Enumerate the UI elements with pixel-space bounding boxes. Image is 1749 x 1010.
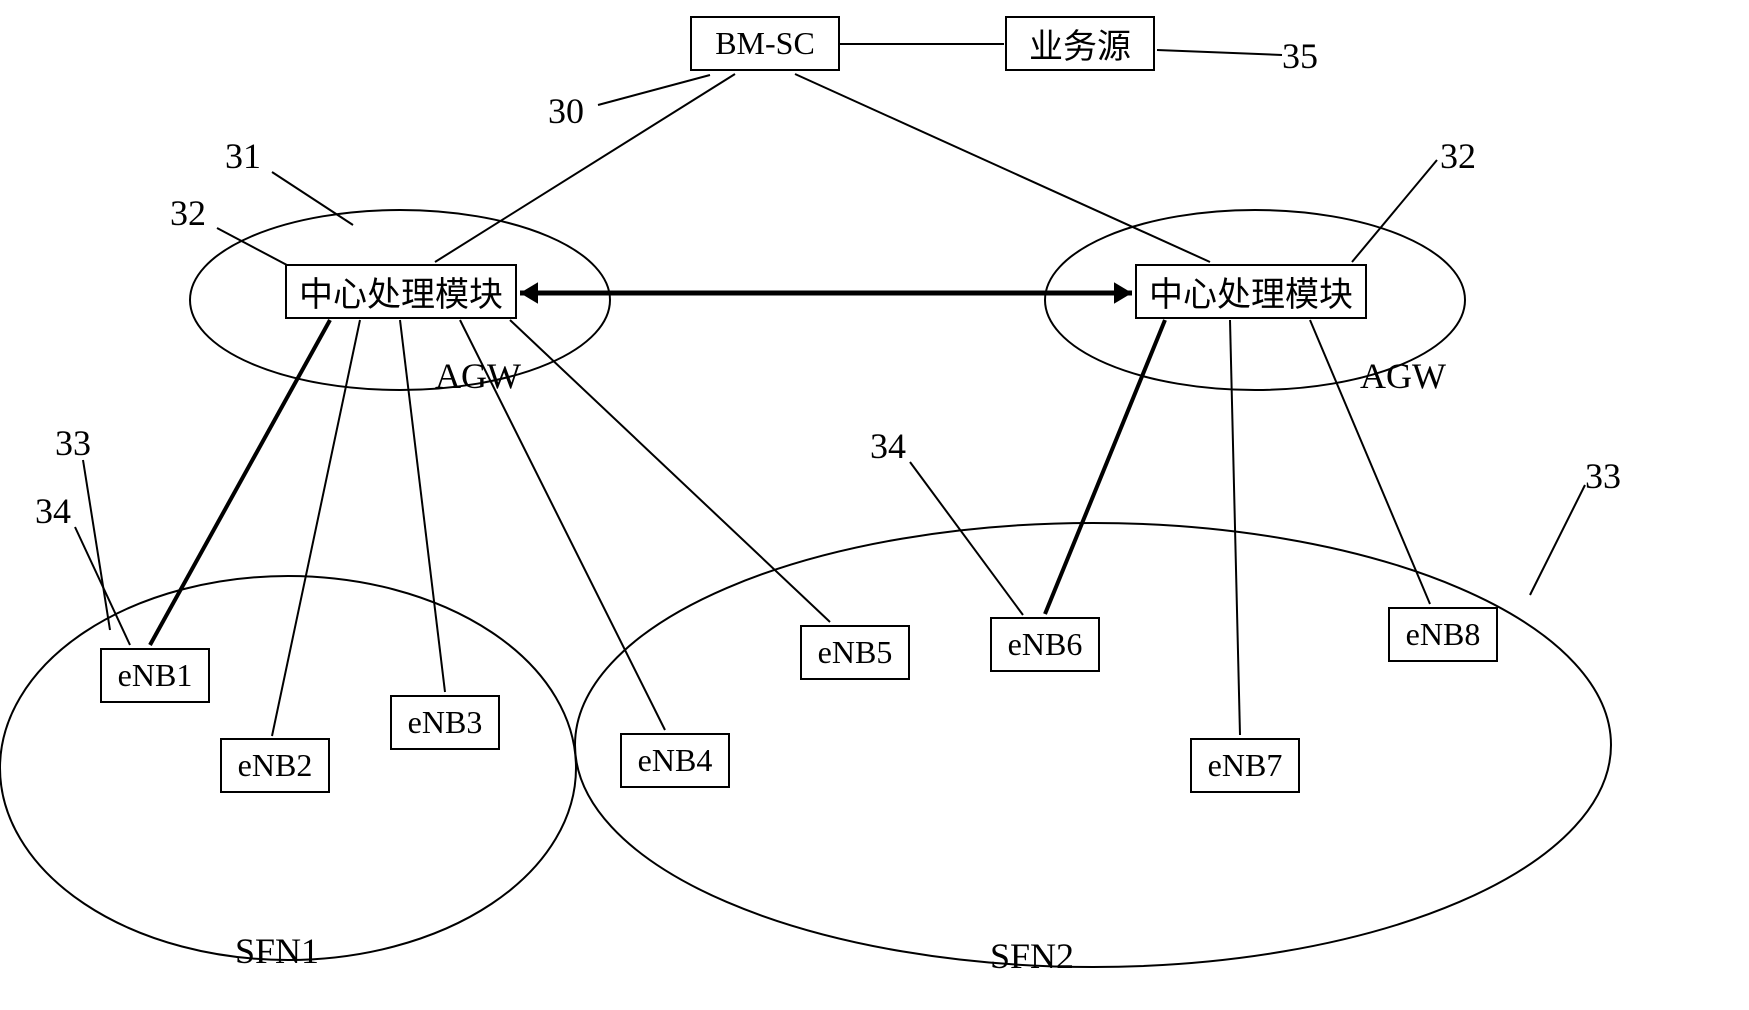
enb5-label: eNB5: [818, 634, 893, 671]
enb5-node: eNB5: [800, 625, 910, 680]
enb3-label: eNB3: [408, 704, 483, 741]
callout-32-left: 32: [170, 192, 206, 234]
enb1-node: eNB1: [100, 648, 210, 703]
callout-31: 31: [225, 135, 261, 177]
bmsc-label: BM-SC: [715, 25, 815, 62]
agw-right-label: AGW: [1360, 355, 1446, 397]
agw-left-label: AGW: [435, 355, 521, 397]
callout-33-right: 33: [1585, 455, 1621, 497]
enb4-label: eNB4: [638, 742, 713, 779]
callout-34-left: 34: [35, 490, 71, 532]
callout-32-right: 32: [1440, 135, 1476, 177]
enb6-node: eNB6: [990, 617, 1100, 672]
cpm-left-label: 中心处理模块: [299, 267, 503, 316]
enb3-node: eNB3: [390, 695, 500, 750]
cpm-left-node: 中心处理模块: [285, 264, 517, 319]
enb2-label: eNB2: [238, 747, 313, 784]
bmsc-node: BM-SC: [690, 16, 840, 71]
callout-lines: [75, 50, 1585, 645]
enb8-node: eNB8: [1388, 607, 1498, 662]
bidir-arrow: [520, 282, 1132, 304]
enb8-label: eNB8: [1406, 616, 1481, 653]
enb4-node: eNB4: [620, 733, 730, 788]
callout-35: 35: [1282, 35, 1318, 77]
diagram-canvas: [0, 0, 1749, 1010]
callout-33-left: 33: [55, 422, 91, 464]
enb1-label: eNB1: [118, 657, 193, 694]
cpm-right-label: 中心处理模块: [1149, 267, 1353, 316]
sfn1-label: SFN1: [235, 930, 319, 972]
source-node: 业务源: [1005, 16, 1155, 71]
callout-30: 30: [548, 90, 584, 132]
enb7-node: eNB7: [1190, 738, 1300, 793]
cpm-right-node: 中心处理模块: [1135, 264, 1367, 319]
enb7-label: eNB7: [1208, 747, 1283, 784]
enb2-node: eNB2: [220, 738, 330, 793]
enb6-label: eNB6: [1008, 626, 1083, 663]
sfn2-ellipse: [575, 523, 1611, 967]
callout-34-right: 34: [870, 425, 906, 467]
sfn2-label: SFN2: [990, 935, 1074, 977]
source-label: 业务源: [1029, 19, 1131, 68]
